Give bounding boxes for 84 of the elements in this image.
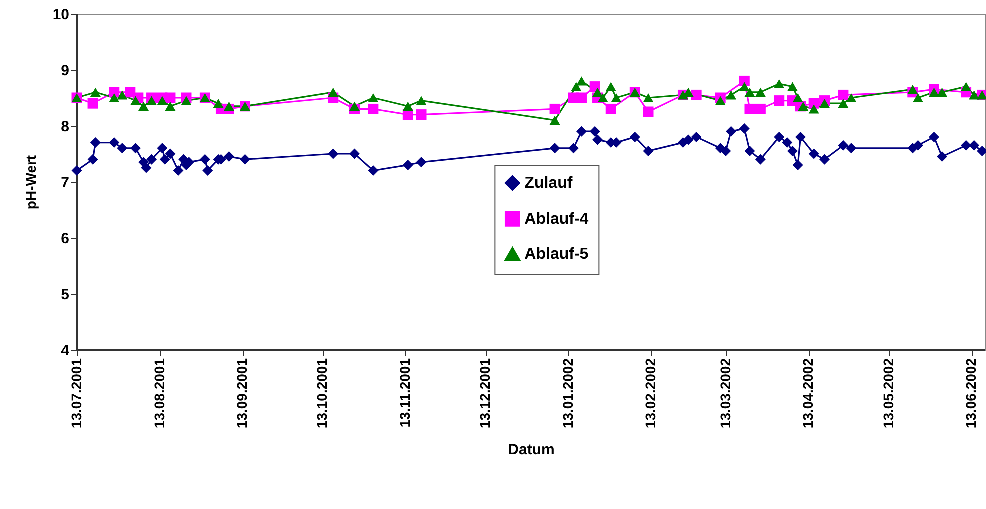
- point: [726, 90, 737, 100]
- point: [798, 102, 809, 111]
- point: [165, 102, 176, 111]
- point: [739, 76, 750, 86]
- y-axis-title: pH-Wert: [22, 155, 39, 210]
- point: [592, 88, 604, 97]
- point: [224, 102, 234, 111]
- x-tick-label: 13.01.2002: [560, 358, 576, 429]
- x-tick-label: 13.07.2001: [68, 358, 84, 429]
- point: [912, 93, 924, 103]
- point: [606, 82, 616, 92]
- point: [787, 82, 798, 92]
- x-tick-label: 13.05.2002: [880, 358, 896, 429]
- point: [213, 99, 224, 108]
- point: [755, 88, 766, 97]
- point: [146, 96, 158, 106]
- point: [598, 93, 608, 103]
- x-tick-label: 13.08.2001: [151, 358, 168, 429]
- point: [328, 88, 339, 97]
- point: [937, 88, 948, 97]
- x-tick-label: 13.11.2001: [396, 358, 413, 428]
- x-tick-label: 13.10.2001: [314, 358, 330, 429]
- point: [961, 82, 972, 92]
- point: [368, 104, 379, 114]
- point: [744, 104, 756, 114]
- point: [416, 96, 427, 106]
- x-tick-label: 13.02.2002: [642, 358, 659, 429]
- point: [838, 99, 849, 108]
- point: [808, 104, 820, 114]
- point: [590, 82, 600, 92]
- y-tick-label: 6: [61, 230, 70, 248]
- point: [368, 93, 379, 103]
- point: [611, 93, 622, 103]
- y-tick-label: 10: [52, 6, 70, 24]
- legend-label: Ablauf-5: [524, 246, 589, 264]
- point: [643, 106, 654, 118]
- point: [715, 96, 726, 106]
- point: [88, 98, 98, 109]
- point: [774, 79, 785, 89]
- point: [416, 110, 427, 120]
- point: [846, 93, 857, 103]
- x-axis-title: Datum: [508, 442, 555, 459]
- point: [138, 102, 150, 111]
- point: [576, 92, 587, 104]
- y-tick-label: 4: [61, 342, 70, 360]
- point: [402, 102, 414, 111]
- y-tick-label: 5: [61, 286, 70, 304]
- x-tick-label: 13.12.2001: [477, 358, 494, 429]
- y-tick-label: 7: [61, 174, 70, 192]
- point: [576, 76, 587, 86]
- point: [739, 82, 750, 92]
- point: [744, 88, 756, 97]
- point: [130, 96, 141, 106]
- point: [774, 96, 785, 106]
- point: [606, 104, 616, 114]
- x-tick-label: 13.04.2002: [800, 358, 816, 429]
- point: [755, 104, 766, 114]
- point: [808, 98, 820, 109]
- point: [969, 90, 980, 100]
- point: [90, 88, 101, 97]
- y-tick-label: 8: [61, 118, 70, 136]
- point: [117, 90, 128, 100]
- point: [109, 87, 120, 98]
- x-tick-label: 13.09.2001: [234, 358, 250, 429]
- point: [643, 93, 654, 103]
- point: [571, 82, 582, 92]
- legend-label: Zulauf: [524, 175, 574, 192]
- point: [908, 85, 918, 94]
- point: [838, 90, 849, 100]
- point: [165, 92, 176, 104]
- point: [157, 96, 168, 106]
- point: [181, 96, 192, 106]
- y-tick-label: 9: [61, 62, 70, 80]
- point: [109, 93, 120, 103]
- x-tick-label: 13.06.2002: [963, 358, 980, 429]
- point: [349, 102, 360, 111]
- point: [792, 93, 804, 103]
- point: [550, 116, 560, 125]
- x-tick-label: 13.03.2002: [717, 358, 734, 429]
- legend-label: Ablauf-4: [524, 211, 589, 228]
- point: [550, 104, 560, 114]
- point: [929, 88, 940, 97]
- point: [691, 90, 702, 100]
- point: [820, 99, 830, 108]
